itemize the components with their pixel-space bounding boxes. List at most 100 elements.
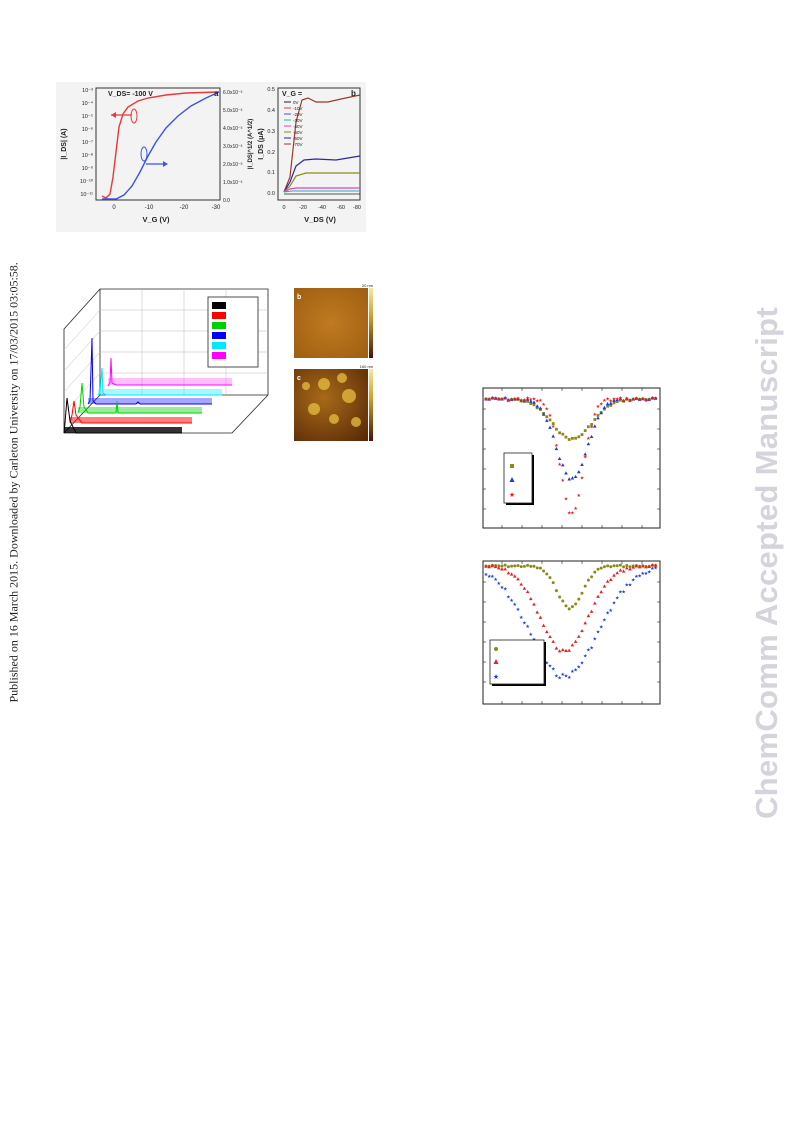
data-marker (618, 563, 622, 567)
figure-a-circle-red (130, 108, 138, 124)
y-left-tick: 10⁻⁵ (82, 113, 93, 120)
data-marker (609, 404, 613, 407)
data-marker: ★ (631, 578, 636, 584)
data-marker (551, 434, 555, 438)
data-marker: ★ (564, 497, 569, 503)
y-right-tick: 5.0x10⁻³ (223, 108, 243, 114)
y-tick: 0.4 (267, 108, 275, 114)
figure-b-x-ticks: 0 -20 -40 -60 -80 (282, 205, 361, 211)
data-marker (590, 423, 593, 426)
data-marker (628, 567, 632, 571)
figure-b-curve-40v (283, 187, 360, 193)
legend-label: 0V (293, 100, 299, 105)
data-marker: ★ (573, 667, 578, 673)
data-marker (525, 589, 530, 594)
data-marker: ★ (609, 608, 614, 614)
data-marker: ★ (509, 397, 514, 403)
data-marker (599, 566, 603, 570)
figure-a-circle-blue (140, 146, 148, 162)
data-marker: ★ (609, 398, 614, 404)
dip-plot-2-series-olive (484, 563, 658, 611)
y-left-tick: 10⁻⁸ (82, 152, 93, 159)
data-marker: ★ (653, 566, 658, 572)
data-marker (574, 602, 578, 606)
data-marker: ★ (484, 572, 489, 578)
data-marker (586, 442, 591, 446)
figure-a-xlabel: V_G (V) (142, 215, 170, 224)
data-marker (625, 396, 629, 400)
data-marker (570, 476, 575, 480)
data-marker (587, 425, 590, 429)
data-marker (615, 571, 619, 575)
data-marker (532, 400, 536, 404)
figure-a-transfer-curve (101, 91, 220, 199)
data-marker (529, 564, 533, 568)
data-marker: ★ (586, 436, 591, 442)
data-marker: ★ (570, 511, 575, 517)
data-marker: ★ (529, 397, 534, 403)
data-marker: ★ (577, 493, 582, 499)
data-marker: ★ (599, 401, 604, 407)
data-marker: ★ (573, 506, 578, 512)
data-marker (602, 584, 607, 588)
legend-label: -20V (293, 112, 303, 117)
data-marker (650, 396, 655, 400)
data-marker: ★ (497, 397, 502, 403)
data-marker (589, 609, 594, 613)
data-marker (622, 565, 626, 569)
y-left-tick: 10⁻⁴ (82, 100, 94, 107)
legend-label: -10V (293, 106, 303, 111)
data-marker (538, 406, 543, 410)
data-marker (545, 418, 549, 422)
data-marker (564, 471, 568, 475)
data-marker (570, 605, 574, 609)
data-marker (503, 567, 507, 571)
data-marker: ★ (570, 669, 575, 675)
figure-b-annotation: V_G = (282, 91, 302, 98)
figure-a-x-ticks: 0 -10 -20 -30 (112, 205, 221, 211)
data-marker: ★ (625, 583, 630, 589)
data-marker: ★ (557, 462, 562, 468)
data-marker (596, 594, 600, 598)
svg-text:★: ★ (493, 673, 499, 681)
data-marker (612, 401, 616, 405)
data-marker: ★ (580, 476, 585, 482)
data-marker (637, 565, 642, 569)
xrd-legend (207, 296, 259, 368)
data-marker (612, 573, 616, 577)
data-marker (625, 566, 629, 570)
data-marker (612, 564, 616, 568)
data-marker: ★ (637, 574, 642, 580)
data-marker (621, 569, 626, 573)
data-marker (545, 572, 549, 576)
data-marker (545, 629, 549, 634)
data-marker (503, 563, 507, 567)
data-marker: ★ (596, 404, 601, 410)
afm-b-scale-max: 20 nm (362, 283, 374, 288)
x-tick: -20 (299, 205, 307, 211)
data-marker (647, 397, 651, 401)
x-tick: -30 (212, 205, 221, 211)
x-tick: 0 (112, 205, 116, 211)
data-marker (548, 418, 552, 422)
data-marker: ★ (618, 590, 623, 596)
data-marker (564, 648, 568, 652)
data-marker (516, 577, 520, 581)
data-marker (580, 628, 584, 633)
y-right-tick: 1.0x10⁻³ (223, 180, 243, 186)
data-marker: ★ (631, 397, 636, 403)
data-marker (634, 396, 639, 400)
data-marker: ★ (493, 396, 498, 402)
data-marker (497, 566, 501, 570)
data-marker (577, 634, 581, 638)
data-marker (541, 623, 546, 627)
data-marker (538, 615, 543, 619)
data-marker: ★ (503, 586, 508, 592)
xrd-series-cyan (97, 367, 222, 396)
y-right-tick: 2.0x10⁻³ (223, 162, 243, 168)
data-marker (609, 401, 613, 405)
y-tick: 0.1 (267, 170, 275, 176)
y-tick: 0.0 (267, 191, 275, 197)
figure-b-legend: 0V -10V -20V -30V -40V -50V -60V -70V (284, 100, 303, 147)
figure-b-xlabel: V_DS (V) (304, 215, 336, 224)
